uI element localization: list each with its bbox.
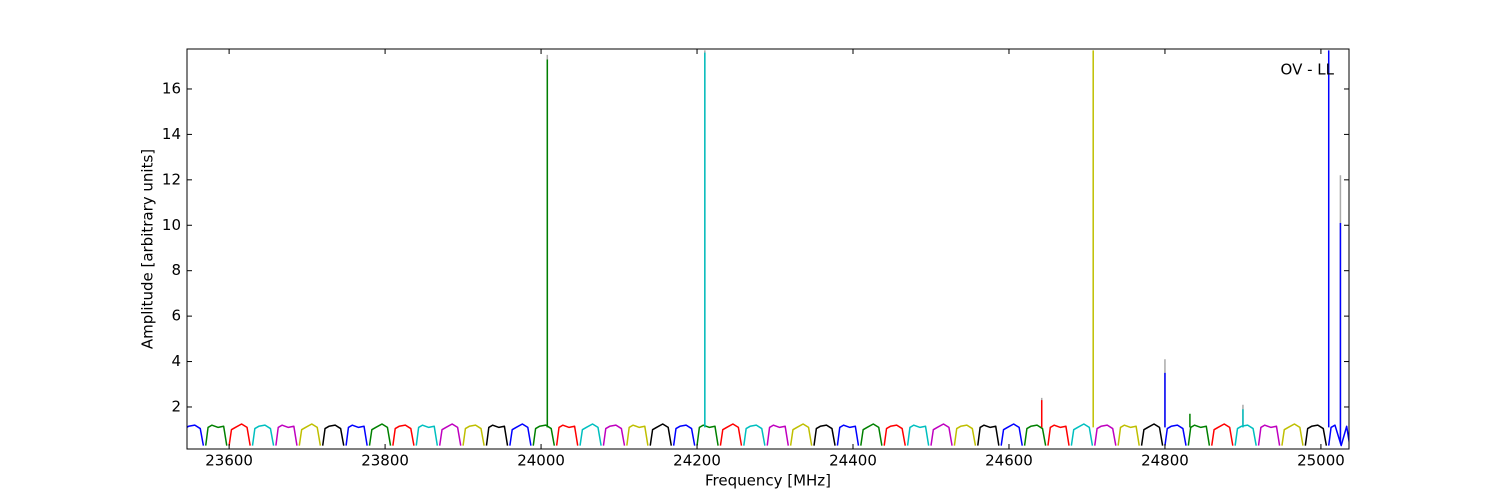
- y-tick-label: 14: [162, 125, 181, 143]
- x-axis-label: Frequency [MHz]: [705, 472, 831, 490]
- y-tick-label: 2: [171, 397, 181, 415]
- spectrum-line: [298, 50, 1304, 446]
- plot-area: [187, 50, 1349, 447]
- x-tick-label: 24000: [517, 452, 565, 470]
- x-tick-label: 24800: [1141, 452, 1189, 470]
- x-tick-label: 25000: [1297, 452, 1345, 470]
- axes-frame: [186, 48, 1350, 450]
- y-axis-label: Amplitude [arbitrary units]: [139, 149, 157, 349]
- x-tick-label: 24400: [829, 452, 877, 470]
- y-tick-label: 6: [171, 307, 181, 325]
- y-tick-label: 10: [162, 216, 181, 234]
- spectrum-line: [546, 50, 1342, 444]
- spectrum-line: [187, 50, 1349, 447]
- y-tick-label: 4: [171, 352, 181, 370]
- spectrum-line: [228, 400, 1234, 446]
- spectrum-line: [321, 423, 1328, 446]
- y-tick-label: 8: [171, 261, 181, 279]
- spectrum-line: [251, 52, 1257, 446]
- spectrum-line: [204, 59, 1211, 446]
- x-tick-label: 23600: [205, 452, 253, 470]
- y-tick-label: 12: [162, 170, 181, 188]
- y-tick-label: 16: [162, 79, 181, 97]
- x-tick-label: 23800: [361, 452, 409, 470]
- annotation: OV - LL: [1281, 61, 1335, 79]
- x-tick-label: 24200: [673, 452, 721, 470]
- spectrum-line: [275, 423, 1281, 446]
- x-tick-label: 24600: [985, 452, 1033, 470]
